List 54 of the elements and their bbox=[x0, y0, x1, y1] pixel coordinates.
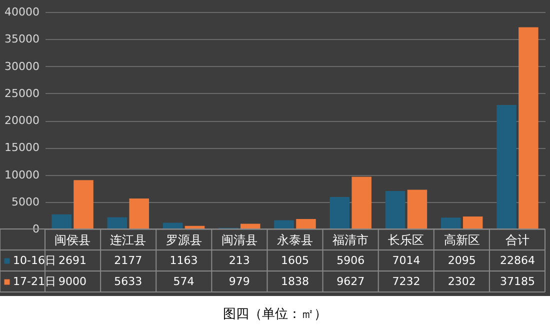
data-label: 574 bbox=[173, 275, 194, 288]
legend-label: 17-21日 bbox=[13, 275, 56, 288]
x-tick-label: 闽侯县 bbox=[54, 233, 91, 247]
y-tick-label: 20000 bbox=[4, 114, 40, 127]
y-tick-label: 5000 bbox=[12, 195, 40, 208]
bar bbox=[440, 218, 461, 229]
data-label: 9000 bbox=[58, 275, 87, 288]
data-label: 7232 bbox=[392, 275, 420, 288]
data-label: 1163 bbox=[170, 254, 198, 267]
bar bbox=[74, 180, 94, 229]
data-label: 9627 bbox=[336, 275, 365, 288]
text: 图四（单位：㎡） bbox=[223, 307, 327, 322]
data-label: 2302 bbox=[448, 275, 476, 288]
data-label: 2177 bbox=[114, 254, 142, 267]
data-label: 1605 bbox=[281, 254, 309, 267]
y-tick-label: 30000 bbox=[4, 60, 40, 73]
x-tick-label: 罗源县 bbox=[166, 233, 202, 247]
bar bbox=[518, 27, 538, 229]
x-tick-label: 福清市 bbox=[332, 233, 369, 247]
x-tick-label: 高新区 bbox=[444, 233, 480, 247]
y-tick-label: 10000 bbox=[4, 168, 40, 182]
data-label: 5906 bbox=[336, 254, 365, 267]
bar bbox=[296, 219, 316, 229]
x-tick-label: 连江县 bbox=[110, 233, 146, 247]
bar bbox=[496, 104, 516, 229]
x-tick-label: 永泰县 bbox=[277, 233, 313, 247]
data-label: 979 bbox=[228, 275, 250, 288]
bar bbox=[162, 222, 183, 229]
bar bbox=[462, 216, 483, 229]
y-tick-label: 40000 bbox=[4, 6, 40, 18]
bar bbox=[52, 214, 72, 229]
data-label: 2691 bbox=[58, 254, 87, 267]
x-tick-label: 长乐区 bbox=[388, 233, 424, 247]
bar bbox=[274, 220, 294, 229]
bar bbox=[129, 198, 150, 229]
y-tick-label: 15000 bbox=[4, 141, 40, 154]
bar bbox=[352, 176, 372, 229]
data-label: 37185 bbox=[500, 275, 535, 288]
x-tick-label: 闽清县 bbox=[221, 233, 258, 247]
x-tick-label: 合计 bbox=[505, 233, 530, 247]
bar bbox=[240, 224, 260, 229]
y-tick-label: 25000 bbox=[4, 86, 40, 100]
data-label: 22864 bbox=[500, 254, 535, 267]
bar bbox=[330, 196, 350, 229]
legend-label: 10-16日 bbox=[13, 254, 56, 267]
data-label: 5633 bbox=[114, 275, 142, 288]
y-tick-label: 35000 bbox=[4, 32, 40, 46]
bar bbox=[107, 217, 128, 229]
data-label: 2095 bbox=[448, 254, 476, 267]
data-label: 213 bbox=[228, 254, 250, 267]
bar bbox=[385, 190, 406, 229]
data-label: 1838 bbox=[281, 275, 309, 288]
bar bbox=[407, 190, 428, 229]
data-label: 7014 bbox=[392, 254, 420, 267]
